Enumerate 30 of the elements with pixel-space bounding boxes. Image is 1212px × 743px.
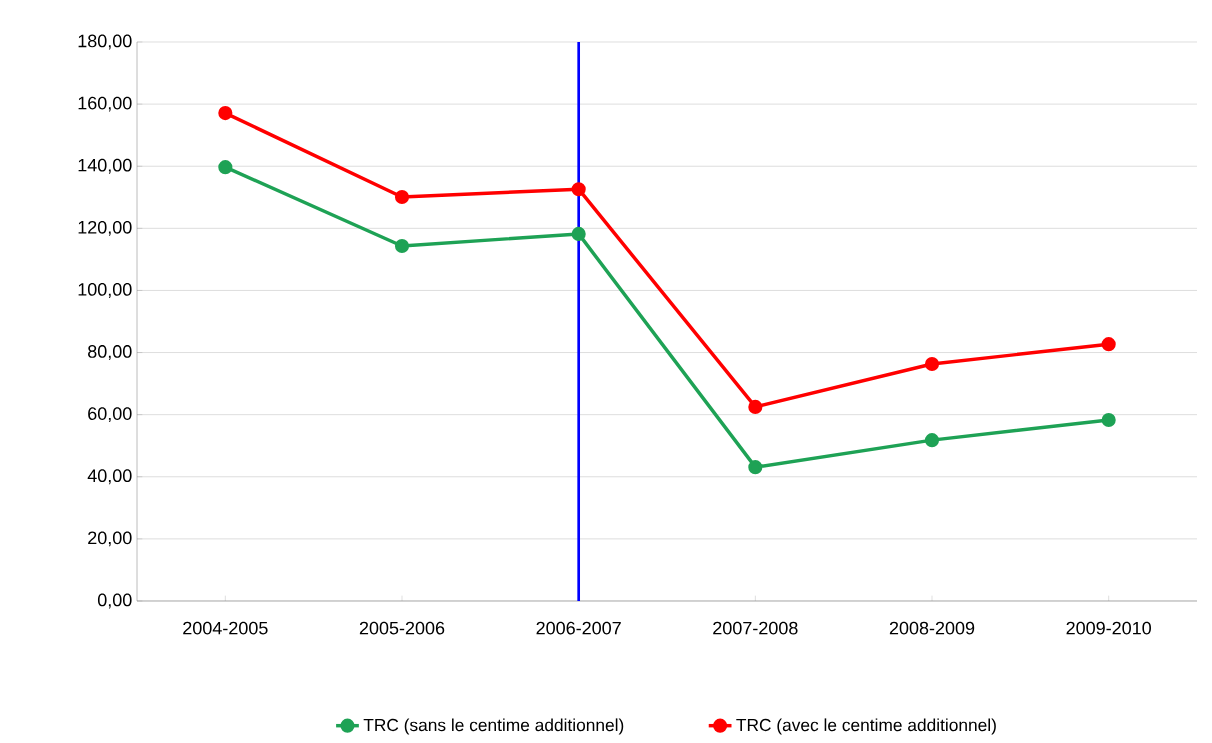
y-tick-label: 160,00 [78,96,132,112]
point [748,399,763,414]
y-tick-label: 0,00 [97,593,132,609]
point [218,106,233,121]
point [571,182,586,197]
y-tick-label: 120,00 [78,220,132,236]
y-tick-label: 40,00 [87,469,132,485]
x-tick-label: 2005-2006 [359,621,445,635]
y-tick-label: 140,00 [78,158,132,174]
legend-label: TRC (sans le centime additionnel) [363,718,624,735]
point [1101,337,1116,352]
point [394,238,410,254]
y-tick-label: 60,00 [88,407,132,423]
x-tick-label: 2004-2005 [183,621,268,635]
y-tick-label: 80,00 [88,345,132,360]
point [218,160,233,175]
x-tick-label: 2008-2009 [889,621,975,635]
point [924,433,940,448]
y-tick-label: 180,00 [78,34,132,50]
point [571,226,586,241]
point [924,356,940,372]
y-tick-label: 100,00 [78,283,132,298]
x-tick-label: 2007-2008 [713,621,798,635]
x-tick-label: 2006-2007 [536,621,621,635]
x-tick-label: 2009-2010 [1066,621,1151,635]
point [1101,412,1116,428]
y-tick-label: 20,00 [88,531,132,547]
point [394,189,410,205]
legend-label: TRC (avec le centime additionnel) [736,718,996,735]
point [748,460,763,475]
